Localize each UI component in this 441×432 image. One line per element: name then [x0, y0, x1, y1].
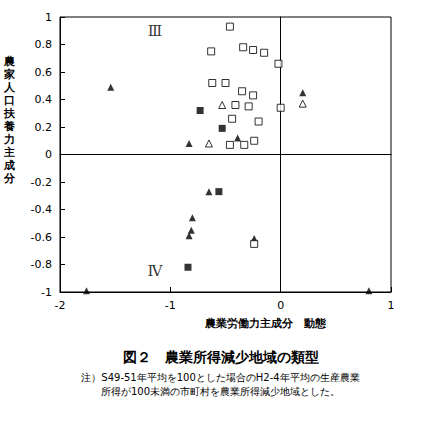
- svg-text:0.2: 0.2: [35, 121, 53, 134]
- svg-text:0: 0: [277, 299, 284, 312]
- svg-text:-2: -2: [55, 299, 66, 312]
- svg-text:注）S49-51年平均を100とした場合のH2-4年平均の生: 注）S49-51年平均を100とした場合のH2-4年平均の生産農業: [81, 372, 359, 383]
- svg-text:0.6: 0.6: [35, 66, 53, 79]
- svg-text:図２ 農業所得減少地域の類型: 図２ 農業所得減少地域の類型: [123, 349, 319, 365]
- svg-text:0.8: 0.8: [35, 38, 53, 51]
- svg-text:-0.8: -0.8: [31, 258, 52, 271]
- svg-text:農業労働力主成分 動態: 農業労働力主成分 動態: [204, 317, 327, 330]
- svg-text:人: 人: [3, 81, 16, 94]
- svg-text:Ⅲ: Ⅲ: [148, 22, 162, 40]
- svg-text:Ⅳ: Ⅳ: [147, 262, 163, 280]
- svg-text:家: 家: [3, 68, 15, 81]
- svg-text:農: 農: [3, 55, 15, 68]
- svg-text:-1: -1: [41, 286, 52, 299]
- svg-text:-1: -1: [165, 299, 176, 312]
- svg-text:-0.6: -0.6: [31, 231, 52, 244]
- svg-text:分: 分: [3, 172, 16, 185]
- svg-text:1: 1: [45, 11, 52, 24]
- svg-text:力: 力: [3, 133, 15, 146]
- svg-text:口: 口: [4, 94, 15, 107]
- svg-text:扶: 扶: [3, 107, 16, 120]
- svg-text:0.4: 0.4: [35, 93, 53, 106]
- svg-text:養: 養: [3, 120, 16, 133]
- svg-text:成: 成: [3, 159, 15, 172]
- svg-text:-0.2: -0.2: [31, 176, 52, 189]
- svg-text:-0.4: -0.4: [31, 203, 52, 216]
- svg-text:1: 1: [388, 299, 395, 312]
- svg-text:0: 0: [45, 148, 52, 161]
- svg-text:所得が100未満の市町村を農業所得減少地域とした。: 所得が100未満の市町村を農業所得減少地域とした。: [101, 386, 340, 397]
- svg-text:主: 主: [3, 146, 15, 159]
